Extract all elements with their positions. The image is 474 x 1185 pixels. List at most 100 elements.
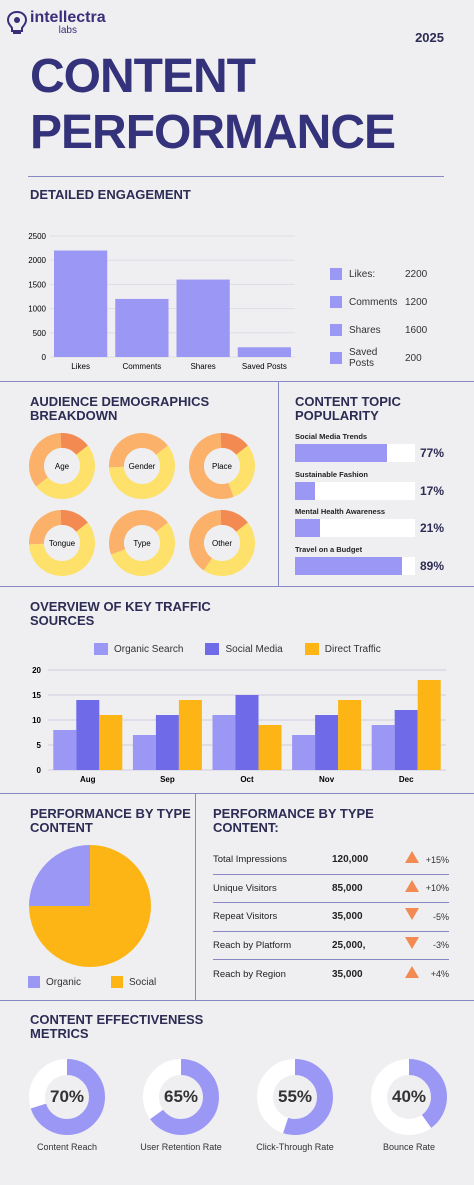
type-pie-legend: Organic Social	[28, 976, 186, 988]
bar	[417, 680, 441, 770]
donut-hole	[204, 525, 240, 561]
row-value: 85,000	[332, 882, 363, 894]
donut-segment	[36, 445, 95, 499]
type-table: Total Impressions 120,000 +15% Unique Visit…	[213, 846, 449, 989]
topic-bar-track	[295, 556, 415, 575]
topic-item: Sustainable Fashion 17%	[295, 470, 455, 508]
legend-label: Organic	[46, 976, 82, 988]
topic-bar-track	[295, 444, 415, 462]
donut-hole	[44, 448, 80, 484]
topics-list: Social Media Trends 77% Sustainable Fashio…	[295, 432, 455, 582]
metric-item: 55% Click-Through Rate	[240, 1058, 350, 1152]
donut-segment	[220, 433, 248, 455]
topics-title-line1: CONTENT TOPIC	[295, 394, 401, 409]
legend-swatch	[330, 268, 342, 280]
divider	[195, 793, 196, 1000]
type-pie-chart	[29, 845, 151, 967]
legend-swatch	[111, 976, 124, 988]
brand-sub: labs	[58, 25, 77, 36]
metric-ring	[371, 1059, 447, 1135]
topic-bar-fill	[295, 556, 402, 575]
legend-item: Likes: 2200	[330, 260, 430, 288]
topic-item: Mental Health Awareness 21%	[295, 507, 455, 545]
divider	[0, 1000, 474, 1001]
legend-swatch	[304, 643, 319, 655]
metric-ring	[257, 1059, 333, 1135]
page-title-line1: CONTENT	[30, 50, 256, 103]
y-tick-label: 0	[37, 766, 42, 775]
row-change: -5%	[432, 911, 449, 922]
metric-label: User Retention Rate	[140, 1142, 222, 1152]
demographics-title: AUDIENCE DEMOGRAPHICS BREAKDOWN	[30, 395, 209, 423]
metric-pct: 55%	[277, 1087, 313, 1106]
traffic-legend: Organic Search Social Media Direct Traffic	[94, 643, 403, 655]
engagement-bar-chart: 0 500 1000 1500 2000 2500 Likes Comments Shares S…	[28, 232, 295, 371]
donut-segment	[60, 433, 88, 455]
donut-segment	[189, 510, 222, 571]
y-tick-label: 2000	[28, 256, 46, 265]
y-tick-label: 1000	[28, 305, 46, 314]
metric-pct: 65%	[163, 1087, 199, 1106]
legend-item: Social	[111, 976, 156, 988]
bar	[176, 279, 230, 357]
divider	[0, 381, 474, 382]
donut-label: Tongue	[49, 539, 76, 548]
legend-value: 1200	[405, 296, 428, 308]
bar	[235, 695, 259, 770]
legend-item: Organic	[28, 976, 81, 988]
x-tick-label: Oct	[240, 775, 254, 784]
donut-label: Type	[133, 539, 151, 548]
donut-segment	[111, 522, 175, 576]
divider	[0, 793, 474, 794]
y-tick-label: 20	[32, 666, 41, 675]
donut-hole	[44, 525, 80, 561]
bar	[315, 715, 339, 770]
x-tick-label: Saved Posts	[242, 362, 287, 371]
topic-label: Sustainable Fashion	[295, 469, 368, 479]
legend-item: Comments 1200	[330, 288, 430, 316]
y-tick-label: 0	[42, 353, 47, 362]
topic-pct: 77%	[420, 446, 445, 460]
metric-pct: 40%	[391, 1087, 427, 1106]
row-value: 35,000	[332, 968, 363, 980]
row-change: -3%	[432, 940, 449, 951]
type-table-title-line2: CONTENT:	[213, 820, 279, 835]
bar	[155, 715, 179, 770]
page-title: CONTENT PERFORMANCE	[30, 50, 396, 158]
donut-segment	[29, 522, 96, 576]
topic-item: Social Media Trends 77%	[295, 432, 455, 470]
legend-value: 2200	[405, 268, 428, 280]
donut-segment	[109, 433, 168, 468]
arrow-up-icon	[405, 965, 419, 978]
traffic-title: OVERVIEW OF KEY TRAFFIC SOURCES	[30, 600, 211, 628]
traffic-title-line1: OVERVIEW OF KEY TRAFFIC	[30, 599, 211, 614]
x-tick-label: Shares	[190, 362, 215, 371]
donut-label: Place	[212, 462, 233, 471]
legend-swatch	[330, 352, 342, 364]
pie-slice	[29, 845, 90, 906]
bar	[371, 725, 395, 770]
traffic-title-line2: SOURCES	[30, 613, 95, 628]
topics-title-line2: POPULARITY	[295, 408, 379, 423]
topic-bar-track	[295, 519, 415, 537]
x-tick-label: Comments	[123, 362, 162, 371]
engagement-title: DETAILED ENGAGEMENT	[30, 187, 191, 202]
divider	[278, 381, 279, 586]
donut-segment	[109, 445, 175, 499]
donut-segment	[203, 522, 256, 576]
donut-label: Other	[212, 539, 232, 548]
metric-item: 40% Bounce Rate	[354, 1058, 464, 1152]
legend-label: Shares	[349, 324, 381, 336]
metric-ring	[29, 1059, 105, 1135]
x-tick-label: Sep	[160, 775, 175, 784]
arrow-down-icon	[405, 908, 419, 921]
metric-item: 65% User Retention Rate	[126, 1058, 236, 1152]
legend-value: 1600	[405, 324, 428, 336]
row-label: Reach by Region	[213, 968, 286, 980]
row-value: 25,000,	[332, 939, 366, 951]
metric-label: Content Reach	[36, 1142, 98, 1152]
y-tick-label: 500	[33, 329, 47, 338]
metric-pct: 70%	[49, 1087, 85, 1106]
x-tick-label: Aug	[80, 775, 96, 784]
y-tick-label: 1500	[28, 280, 46, 289]
